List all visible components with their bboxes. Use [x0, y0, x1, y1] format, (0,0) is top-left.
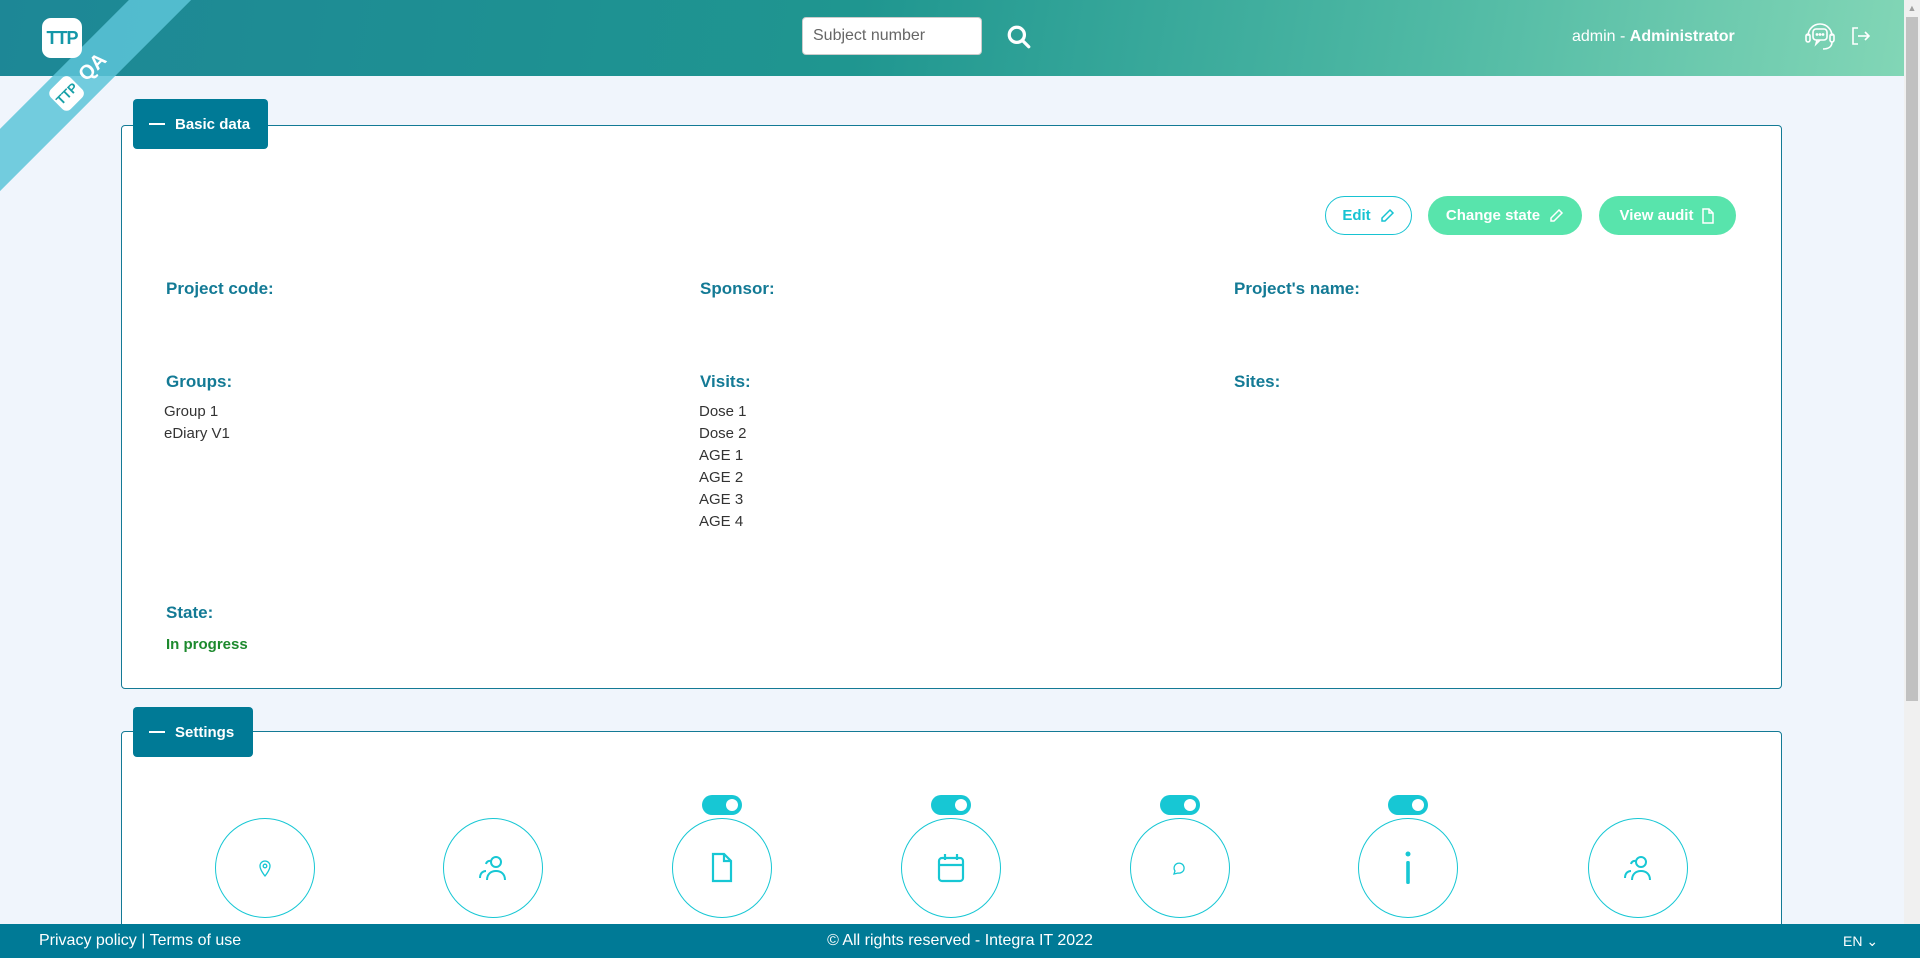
info-setting-toggle[interactable]: [1388, 795, 1428, 815]
support-headset-icon[interactable]: [1803, 19, 1837, 53]
documents-setting-button[interactable]: [672, 818, 772, 918]
sites-setting-button[interactable]: [215, 818, 315, 918]
panel-title: Settings: [175, 723, 235, 741]
privacy-policy-link[interactable]: Privacy policy: [39, 932, 137, 949]
button-label: View audit: [1619, 207, 1694, 224]
scrollbar-thumb[interactable]: [1906, 17, 1918, 701]
pencil-icon: [1550, 208, 1564, 222]
visit-item: AGE 4: [699, 513, 744, 530]
groups-list: Group 1 eDiary V1: [164, 401, 230, 445]
calendar-setting-toggle[interactable]: [931, 795, 971, 815]
state-label: State:: [166, 603, 214, 622]
view-audit-button[interactable]: View audit: [1599, 196, 1736, 235]
visits-label: Visits:: [700, 372, 751, 391]
footer-links: Privacy policy | Terms of use: [39, 932, 241, 950]
visit-item: Dose 2: [699, 425, 747, 442]
visits-list: Dose 1 Dose 2 AGE 1 AGE 2 AGE 3 AGE 4: [699, 401, 747, 533]
settings-collapse-tab[interactable]: Settings: [133, 707, 253, 757]
scroll-up-icon[interactable]: ▲: [1907, 3, 1917, 13]
sites-label: Sites:: [1234, 372, 1281, 391]
info-icon: [1405, 851, 1411, 884]
group-item: eDiary V1: [164, 425, 230, 442]
terms-of-use-link[interactable]: Terms of use: [149, 932, 242, 949]
vertical-scrollbar[interactable]: ▲: [1904, 0, 1920, 924]
button-label: Edit: [1342, 207, 1371, 224]
users-setting-button[interactable]: [443, 818, 543, 918]
visit-item: AGE 3: [699, 491, 744, 508]
panel-title: Basic data: [175, 115, 251, 133]
document-setting-toggle[interactable]: [702, 795, 742, 815]
group-item: Group 1: [164, 403, 219, 420]
current-user: admin - Administrator: [1572, 28, 1735, 46]
chat-setting-button[interactable]: [1130, 818, 1230, 918]
sponsor-label: Sponsor:: [700, 279, 775, 298]
language-value: EN: [1843, 933, 1863, 949]
users-setting-button[interactable]: [1588, 818, 1688, 918]
basic-data-collapse-tab[interactable]: Basic data: [133, 99, 268, 149]
logout-icon[interactable]: [1850, 25, 1872, 47]
link-separator: |: [136, 932, 150, 949]
language-selector[interactable]: EN ⌄: [1843, 933, 1878, 950]
users-icon: [1624, 856, 1651, 881]
calendar-setting-button[interactable]: [901, 818, 1001, 918]
footer: Privacy policy | Terms of use © All righ…: [0, 924, 1920, 958]
chevron-down-icon: ⌄: [1866, 933, 1879, 949]
app-logo[interactable]: TTP: [42, 18, 82, 58]
visit-item: AGE 2: [699, 469, 744, 486]
user-separator: -: [1615, 28, 1630, 45]
location-pin-icon: [259, 860, 271, 877]
visit-item: Dose 1: [699, 403, 747, 420]
edit-button[interactable]: Edit: [1325, 196, 1412, 235]
project-code-label: Project code:: [166, 279, 274, 298]
collapse-icon: [149, 731, 165, 733]
change-state-button[interactable]: Change state: [1428, 196, 1582, 235]
document-icon: [711, 852, 733, 883]
document-icon: [1702, 207, 1715, 224]
pencil-icon: [1380, 208, 1394, 222]
top-bar: admin - Administrator: [0, 0, 1904, 76]
collapse-icon: [149, 123, 165, 125]
state-value: In progress: [166, 636, 248, 653]
info-setting-button[interactable]: [1358, 818, 1458, 918]
visit-item: AGE 1: [699, 447, 744, 464]
calendar-icon: [937, 854, 965, 883]
search-icon[interactable]: [1006, 24, 1032, 50]
users-icon: [479, 856, 506, 881]
project-name-label: Project's name:: [1234, 279, 1360, 298]
user-name: admin: [1572, 28, 1616, 45]
ribbon-logo: TTP: [46, 73, 87, 114]
groups-label: Groups:: [166, 372, 233, 391]
chat-setting-toggle[interactable]: [1160, 795, 1200, 815]
button-label: Change state: [1445, 207, 1541, 224]
subject-number-search-input[interactable]: [802, 17, 982, 55]
user-role: Administrator: [1629, 28, 1735, 45]
copyright: © All rights reserved - Integra IT 2022: [827, 932, 1093, 949]
chat-icon: [1173, 862, 1185, 875]
